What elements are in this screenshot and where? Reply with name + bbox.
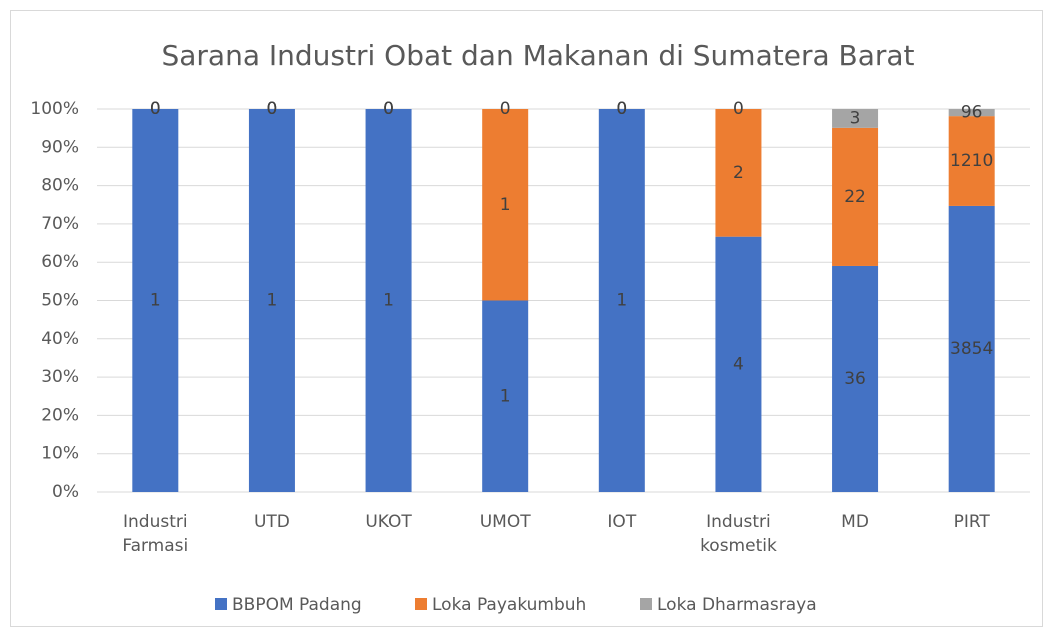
legend-label: Loka Payakumbuh xyxy=(432,595,586,615)
bar-segment xyxy=(482,109,529,301)
data-label: 0 xyxy=(383,99,394,119)
data-label: 1 xyxy=(150,291,161,311)
data-label: 3854 xyxy=(950,339,993,359)
y-tick-label: 40% xyxy=(41,329,79,349)
data-label: 0 xyxy=(383,99,394,119)
data-label: 1 xyxy=(500,195,511,215)
data-label: 0 xyxy=(616,99,627,119)
bar-segment xyxy=(832,265,879,492)
y-tick-label: 30% xyxy=(41,367,79,387)
data-label: 1 xyxy=(383,291,394,311)
data-label: 22 xyxy=(844,187,866,207)
data-label: 1 xyxy=(500,386,511,406)
x-tick-label: Industri kosmetik xyxy=(700,512,777,556)
x-tick-label: PIRT xyxy=(953,512,990,532)
x-tick-label: UTD xyxy=(253,512,290,532)
y-tick-label: 70% xyxy=(41,214,79,234)
data-label: 4 xyxy=(733,354,744,374)
bar-segment xyxy=(832,109,879,128)
bar-segment xyxy=(365,109,412,492)
data-label: 96 xyxy=(961,103,983,123)
data-label: 0 xyxy=(150,99,161,119)
data-label: 0 xyxy=(616,99,627,119)
data-label: 3 xyxy=(850,108,861,128)
bar-segment xyxy=(948,109,995,117)
y-tick-label: 20% xyxy=(41,405,79,425)
x-tick-label: UMOT xyxy=(479,512,531,532)
bar-segment xyxy=(948,116,995,206)
data-label: 0 xyxy=(267,99,278,119)
data-label: 1 xyxy=(267,291,278,311)
y-tick-label: 50% xyxy=(41,291,79,311)
data-label: 36 xyxy=(844,369,866,389)
legend-label: BBPOM Padang xyxy=(232,595,362,615)
bar-segment xyxy=(482,300,529,492)
data-label: 0 xyxy=(733,99,744,119)
y-tick-label: 60% xyxy=(41,252,79,272)
legend-swatch xyxy=(215,598,227,610)
bar-segment xyxy=(832,127,879,266)
y-tick-label: 0% xyxy=(52,482,79,502)
bar-segment xyxy=(715,236,762,492)
bar-segment xyxy=(598,109,645,492)
data-label: 2 xyxy=(733,163,744,183)
data-label: 1210 xyxy=(950,151,993,171)
y-tick-label: 80% xyxy=(41,176,79,196)
data-label: 0 xyxy=(500,99,511,119)
bar-segment xyxy=(248,109,295,492)
x-tick-label: MD xyxy=(841,512,869,532)
data-label: 0 xyxy=(150,99,161,119)
y-tick-label: 10% xyxy=(41,444,79,464)
chart-title: Sarana Industri Obat dan Makanan di Suma… xyxy=(161,39,914,72)
y-tick-label: 90% xyxy=(41,137,79,157)
x-tick-label: UKOT xyxy=(365,512,412,532)
x-tick-label: IOT xyxy=(607,512,637,532)
y-tick-label: 100% xyxy=(30,99,79,119)
legend-label: Loka Dharmasraya xyxy=(657,595,817,615)
bar-segment xyxy=(132,109,179,492)
bar-segment xyxy=(715,109,762,237)
legend-swatch xyxy=(415,598,427,610)
data-label: 0 xyxy=(267,99,278,119)
legend-swatch xyxy=(640,598,652,610)
data-label: 1 xyxy=(616,291,627,311)
bar-segment xyxy=(948,205,995,492)
x-tick-label: Industri Farmasi xyxy=(122,512,189,556)
